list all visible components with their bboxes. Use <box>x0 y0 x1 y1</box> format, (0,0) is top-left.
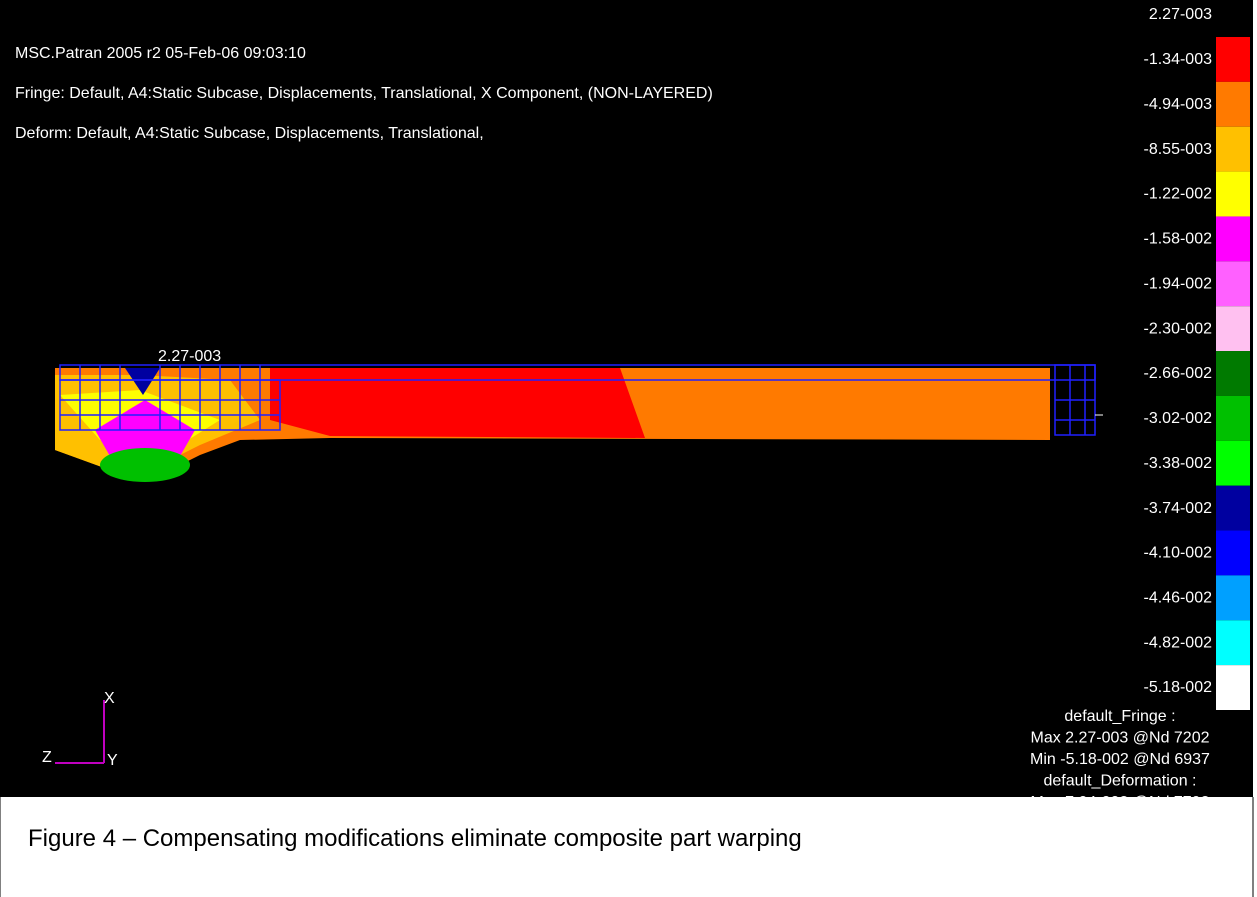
page: MSC.Patran 2005 r2 05-Feb-06 09:03:10 Fr… <box>0 0 1257 897</box>
legend-label: -4.94-003 <box>1144 96 1213 113</box>
summary-line: Max 2.27-003 @Nd 7202 <box>1030 730 1209 747</box>
axis-label: X <box>104 690 115 707</box>
legend-swatch <box>1216 82 1250 127</box>
legend-swatch <box>1216 486 1250 531</box>
legend-label: -2.30-002 <box>1144 320 1213 337</box>
legend-label: 2.27-003 <box>1149 6 1212 23</box>
viewport: MSC.Patran 2005 r2 05-Feb-06 09:03:10 Fr… <box>0 0 1257 897</box>
legend-label: -3.38-002 <box>1144 455 1213 472</box>
screen: MSC.Patran 2005 r2 05-Feb-06 09:03:10 Fr… <box>0 0 1257 897</box>
legend-swatch <box>1216 216 1250 261</box>
legend-swatch <box>1216 531 1250 576</box>
header-line: Deform: Default, A4:Static Subcase, Disp… <box>15 125 484 142</box>
summary-line: Max 7.04-002 @Nd 7792 <box>1030 794 1209 811</box>
legend-label: -1.22-002 <box>1144 186 1213 203</box>
legend-swatch <box>1216 351 1250 396</box>
axis-label: Y <box>107 752 118 769</box>
legend-swatch <box>1216 441 1250 486</box>
summary-line: default_Fringe : <box>1064 708 1175 725</box>
legend-swatch <box>1216 261 1250 306</box>
legend-label: -4.10-002 <box>1144 545 1213 562</box>
legend-label: -1.94-002 <box>1144 275 1213 292</box>
caption: Figure 4 – Compensating modifications el… <box>28 825 802 853</box>
legend-label: -4.82-002 <box>1144 634 1213 651</box>
axis-label: Z <box>42 749 52 766</box>
legend-label: -8.55-003 <box>1144 141 1213 158</box>
header-line: MSC.Patran 2005 r2 05-Feb-06 09:03:10 <box>15 45 306 62</box>
legend-swatch <box>1216 575 1250 620</box>
legend-swatch <box>1216 172 1250 217</box>
legend-label: -5.18-002 <box>1144 679 1213 696</box>
legend-label: -3.74-002 <box>1144 500 1213 517</box>
legend-label: -1.58-002 <box>1144 231 1213 248</box>
header-line: Fringe: Default, A4:Static Subcase, Disp… <box>15 85 713 102</box>
annotation: 2.27-003 <box>158 348 221 365</box>
legend-swatch <box>1216 396 1250 441</box>
legend-swatch <box>1216 37 1250 82</box>
legend-label: -2.66-002 <box>1144 365 1213 382</box>
summary-line: default_Deformation : <box>1044 773 1197 790</box>
legend-swatch <box>1216 306 1250 351</box>
legend-label: -1.34-003 <box>1144 51 1213 68</box>
legend-swatch <box>1216 620 1250 665</box>
legend-swatch <box>1216 127 1250 172</box>
legend-swatch <box>1216 665 1250 710</box>
legend-label: -4.46-002 <box>1144 589 1213 606</box>
legend-label: -3.02-002 <box>1144 410 1213 427</box>
summary-line: Min -5.18-002 @Nd 6937 <box>1030 751 1210 768</box>
